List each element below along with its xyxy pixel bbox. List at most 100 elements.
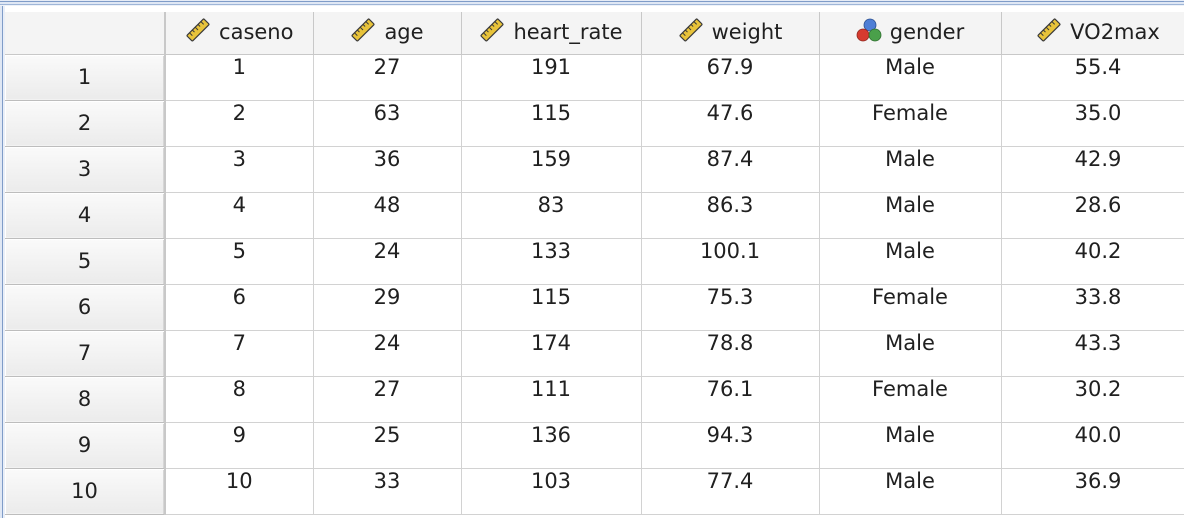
column-header-gender[interactable]: gender [819, 12, 1002, 55]
table-row: 2 2 63 115 47.6 Female 35.0 [5, 100, 1184, 147]
data-cell-age[interactable]: 27 [313, 376, 462, 423]
data-cell-caseno[interactable]: 2 [165, 100, 314, 147]
data-cell-heart-rate[interactable]: 115 [461, 284, 642, 331]
data-cell-age[interactable]: 36 [313, 146, 462, 193]
row-header[interactable]: 1 [5, 54, 166, 101]
data-cell-vo2max[interactable]: 42.9 [1001, 146, 1184, 193]
data-cell-vo2max[interactable]: 30.2 [1001, 376, 1184, 423]
column-header-label: gender [889, 20, 965, 45]
row-header[interactable]: 5 [5, 238, 166, 285]
cell-value: 30.2 [1074, 376, 1122, 401]
cell-value: 7 [232, 330, 246, 355]
data-cell-age[interactable]: 24 [313, 330, 462, 377]
data-cell-heart-rate[interactable]: 191 [461, 54, 642, 101]
cell-value: 10 [225, 468, 253, 493]
data-cell-weight[interactable]: 77.4 [641, 468, 820, 515]
data-cell-age[interactable]: 25 [313, 422, 462, 469]
data-cell-weight[interactable]: 100.1 [641, 238, 820, 285]
data-cell-gender[interactable]: Female [819, 376, 1002, 423]
data-cell-gender[interactable]: Male [819, 192, 1002, 239]
cell-value: Male [885, 330, 935, 355]
data-cell-age[interactable]: 24 [313, 238, 462, 285]
cell-value: 5 [232, 238, 246, 263]
data-cell-vo2max[interactable]: 40.2 [1001, 238, 1184, 285]
data-cell-caseno[interactable]: 7 [165, 330, 314, 377]
row-header[interactable]: 4 [5, 192, 166, 239]
data-cell-gender[interactable]: Male [819, 422, 1002, 469]
cell-value: 4 [232, 192, 246, 217]
cell-value: 24 [373, 238, 401, 263]
cell-value: Male [885, 192, 935, 217]
column-header-caseno[interactable]: caseno [165, 12, 314, 55]
row-header[interactable]: 7 [5, 330, 166, 377]
cell-value: 63 [373, 100, 401, 125]
column-header-heart-rate[interactable]: heart_rate [461, 12, 642, 55]
data-cell-caseno[interactable]: 9 [165, 422, 314, 469]
row-header[interactable]: 9 [5, 422, 166, 469]
data-cell-heart-rate[interactable]: 174 [461, 330, 642, 377]
data-cell-heart-rate[interactable]: 83 [461, 192, 642, 239]
grid-corner-cell[interactable] [5, 12, 166, 55]
data-cell-heart-rate[interactable]: 133 [461, 238, 642, 285]
cell-value: 3 [232, 146, 246, 171]
data-cell-vo2max[interactable]: 43.3 [1001, 330, 1184, 377]
data-cell-gender[interactable]: Male [819, 468, 1002, 515]
cell-value: Male [885, 54, 935, 79]
data-cell-age[interactable]: 29 [313, 284, 462, 331]
data-cell-heart-rate[interactable]: 111 [461, 376, 642, 423]
row-header[interactable]: 6 [5, 284, 166, 331]
data-cell-age[interactable]: 48 [313, 192, 462, 239]
data-cell-vo2max[interactable]: 40.0 [1001, 422, 1184, 469]
data-cell-caseno[interactable]: 6 [165, 284, 314, 331]
column-header-vo2max[interactable]: VO2max [1001, 12, 1184, 55]
data-cell-caseno[interactable]: 5 [165, 238, 314, 285]
data-cell-age[interactable]: 63 [313, 100, 462, 147]
ruler-icon [185, 17, 211, 48]
data-cell-caseno[interactable]: 10 [165, 468, 314, 515]
data-cell-caseno[interactable]: 8 [165, 376, 314, 423]
data-cell-gender[interactable]: Male [819, 146, 1002, 193]
data-cell-vo2max[interactable]: 55.4 [1001, 54, 1184, 101]
row-header[interactable]: 8 [5, 376, 166, 423]
data-cell-weight[interactable]: 86.3 [641, 192, 820, 239]
cell-value: 75.3 [706, 284, 754, 309]
data-cell-weight[interactable]: 76.1 [641, 376, 820, 423]
column-header-weight[interactable]: weight [641, 12, 820, 55]
cell-value: 40.2 [1074, 238, 1122, 263]
cell-value: Male [885, 238, 935, 263]
data-cell-weight[interactable]: 67.9 [641, 54, 820, 101]
row-header[interactable]: 2 [5, 100, 166, 147]
data-cell-vo2max[interactable]: 33.8 [1001, 284, 1184, 331]
data-cell-gender[interactable]: Male [819, 238, 1002, 285]
data-cell-vo2max[interactable]: 28.6 [1001, 192, 1184, 239]
data-cell-weight[interactable]: 47.6 [641, 100, 820, 147]
cell-value: 28.6 [1074, 192, 1122, 217]
data-cell-heart-rate[interactable]: 136 [461, 422, 642, 469]
data-cell-age[interactable]: 33 [313, 468, 462, 515]
data-cell-caseno[interactable]: 1 [165, 54, 314, 101]
cell-value: 103 [530, 468, 572, 493]
cell-value: 94.3 [706, 422, 754, 447]
data-cell-caseno[interactable]: 3 [165, 146, 314, 193]
data-cell-age[interactable]: 27 [313, 54, 462, 101]
data-cell-heart-rate[interactable]: 159 [461, 146, 642, 193]
data-cell-weight[interactable]: 75.3 [641, 284, 820, 331]
data-cell-gender[interactable]: Female [819, 284, 1002, 331]
data-cell-weight[interactable]: 87.4 [641, 146, 820, 193]
row-header[interactable]: 10 [5, 468, 166, 515]
data-cell-gender[interactable]: Female [819, 100, 1002, 147]
data-cell-vo2max[interactable]: 35.0 [1001, 100, 1184, 147]
data-cell-weight[interactable]: 94.3 [641, 422, 820, 469]
column-header-age[interactable]: age [313, 12, 462, 55]
column-header-row: caseno age heart_rate weight gender VO2max [5, 12, 1184, 55]
data-cell-caseno[interactable]: 4 [165, 192, 314, 239]
data-cell-gender[interactable]: Male [819, 330, 1002, 377]
data-cell-gender[interactable]: Male [819, 54, 1002, 101]
data-cell-heart-rate[interactable]: 103 [461, 468, 642, 515]
row-header[interactable]: 3 [5, 146, 166, 193]
data-cell-weight[interactable]: 78.8 [641, 330, 820, 377]
data-cell-heart-rate[interactable]: 115 [461, 100, 642, 147]
cell-value: 43.3 [1074, 330, 1122, 355]
data-cell-vo2max[interactable]: 36.9 [1001, 468, 1184, 515]
